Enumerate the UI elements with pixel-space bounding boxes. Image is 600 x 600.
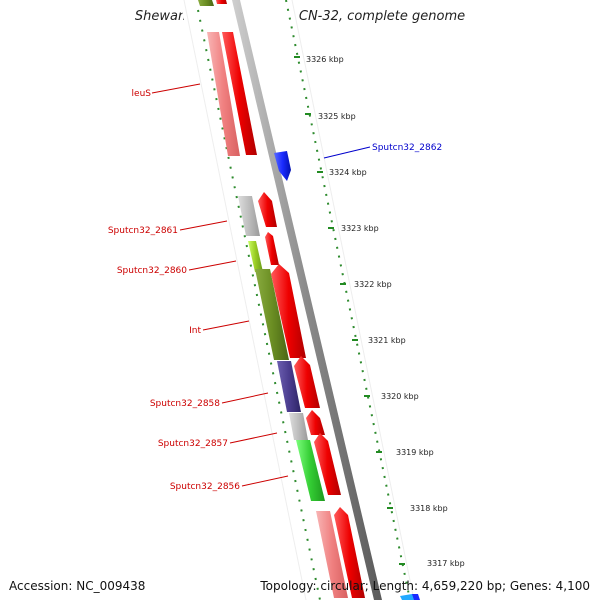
genome-stats-text: Topology: circular; Length: 4,659,220 bp… xyxy=(260,579,590,593)
leader-2862 xyxy=(323,146,371,159)
kbp-label-3318: 3318 kbp xyxy=(410,504,448,513)
genome-backbone xyxy=(232,0,382,600)
cds-reverse-2862 xyxy=(274,151,291,181)
leader-2856 xyxy=(241,475,289,487)
ring-edge-left xyxy=(183,0,307,600)
feature-fragment-2 xyxy=(412,594,420,600)
leader-2858 xyxy=(221,392,269,404)
cds-forward-2861 xyxy=(258,192,277,227)
gene-label-2858: Sputcn32_2858 xyxy=(150,399,220,409)
cds-forward-2857 xyxy=(306,410,325,435)
cog-block-2858 xyxy=(277,361,301,412)
cog-block-2856 xyxy=(296,440,325,501)
leader-2857 xyxy=(229,432,278,444)
cds-forward-leus xyxy=(222,32,257,155)
cog-block-2860 xyxy=(248,241,263,272)
leader-int xyxy=(202,320,250,331)
leader-leus xyxy=(151,83,201,94)
feature-fragment xyxy=(400,594,416,600)
cog-block-int xyxy=(255,269,289,360)
cog-block-2861 xyxy=(238,196,260,236)
leader-2861 xyxy=(179,220,228,231)
gene-label-leaders xyxy=(151,83,371,487)
gene-labels: leuS Sputcn32_2862 Sputcn32_2861 Sputcn3… xyxy=(108,89,442,492)
outer-tick-ring xyxy=(285,0,411,600)
cds-forward-2860 xyxy=(265,232,279,265)
cds-forward-2856 xyxy=(314,433,341,495)
leader-2860 xyxy=(188,260,237,271)
kbp-label-3323: 3323 kbp xyxy=(341,224,379,233)
gene-label-2857: Sputcn32_2857 xyxy=(158,439,228,449)
cog-block-olive-top xyxy=(198,0,214,6)
kbp-label-3319: 3319 kbp xyxy=(396,448,434,457)
gene-label-int: Int xyxy=(189,326,201,336)
kbp-label-3320: 3320 kbp xyxy=(381,392,419,401)
cog-block-leus xyxy=(207,32,240,156)
gene-label-2862: Sputcn32_2862 xyxy=(372,143,442,153)
cds-forward-int xyxy=(271,264,306,358)
accession-text: Accession: NC_009438 xyxy=(9,579,146,593)
kbp-label-3325: 3325 kbp xyxy=(318,112,356,121)
kbp-ticks: 3326 kbp 3325 kbp 3324 kbp 3323 kbp 3322… xyxy=(294,55,465,568)
ring-edge-right xyxy=(291,0,415,600)
gene-label-leus: leuS xyxy=(132,89,152,99)
kbp-label-3326: 3326 kbp xyxy=(306,55,344,64)
inner-tick-ring xyxy=(197,9,321,600)
kbp-label-3324: 3324 kbp xyxy=(329,168,367,177)
gene-label-2856: Sputcn32_2856 xyxy=(170,482,240,492)
cds-forward-bottom xyxy=(334,507,365,598)
cog-block-bottom xyxy=(316,511,348,598)
map-ring-band xyxy=(180,0,418,600)
cog-block-2857 xyxy=(289,413,308,440)
kbp-label-3321: 3321 kbp xyxy=(368,336,406,345)
kbp-label-3322: 3322 kbp xyxy=(354,280,392,289)
cds-forward-2858 xyxy=(294,356,320,408)
gene-label-2861: Sputcn32_2861 xyxy=(108,226,178,236)
kbp-label-3317: 3317 kbp xyxy=(427,559,465,568)
cds-top-stub xyxy=(216,0,227,4)
gene-label-2860: Sputcn32_2860 xyxy=(117,266,187,276)
